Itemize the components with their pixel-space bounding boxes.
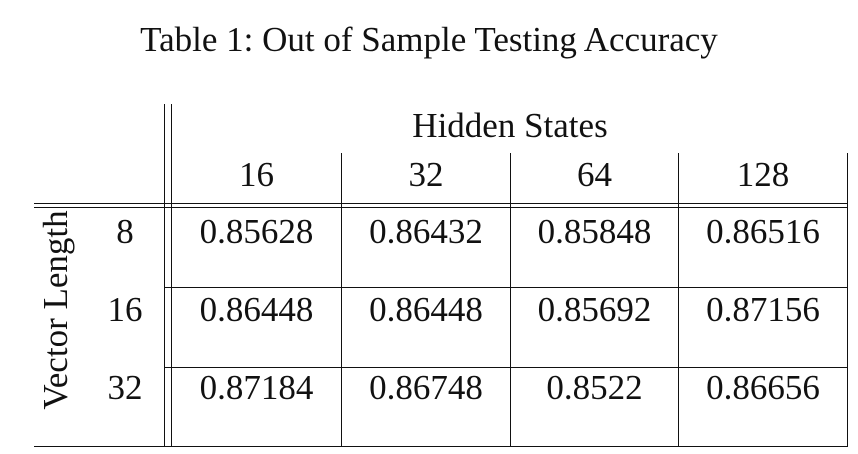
header-rule-double-a	[34, 203, 848, 204]
table-cell: 0.86748	[369, 368, 483, 407]
table-cell: 0.85628	[199, 212, 314, 251]
table-cell: 0.86516	[706, 212, 820, 251]
vertical-rule-col-4	[678, 153, 679, 446]
bottom-rule	[34, 446, 848, 447]
column-header: 32	[408, 155, 444, 194]
row-rule-2	[164, 367, 848, 368]
row-rule-1	[164, 287, 848, 288]
table-cell: 0.86448	[199, 290, 314, 329]
column-header: 16	[239, 155, 274, 194]
vertical-rule-col-2	[341, 153, 342, 446]
column-header: 64	[577, 155, 612, 194]
vertical-rule-double-left-b	[171, 104, 172, 446]
vertical-rule-right	[847, 153, 848, 446]
table-cell: 0.8522	[546, 368, 643, 407]
row-label: 16	[107, 290, 143, 329]
vertical-rule-double-left-a	[164, 104, 165, 446]
table-cell: 0.86656	[706, 368, 820, 407]
table-caption: Table 1: Out of Sample Testing Accuracy	[140, 20, 718, 59]
header-rule-double-b	[34, 207, 848, 208]
table-cell: 0.85692	[537, 290, 652, 329]
table-cell: 0.87156	[706, 290, 820, 329]
column-header: 128	[736, 155, 790, 194]
table-cell: 0.85848	[537, 212, 652, 251]
table-cell: 0.87184	[199, 368, 314, 407]
table-cell: 0.86432	[369, 212, 483, 251]
row-label: 8	[116, 212, 134, 251]
column-group-header: Hidden States	[412, 106, 608, 145]
row-label: 32	[107, 368, 143, 407]
table-cell: 0.86448	[369, 290, 483, 329]
vertical-rule-col-3	[510, 153, 511, 446]
row-group-header: Vector Length	[36, 210, 75, 410]
